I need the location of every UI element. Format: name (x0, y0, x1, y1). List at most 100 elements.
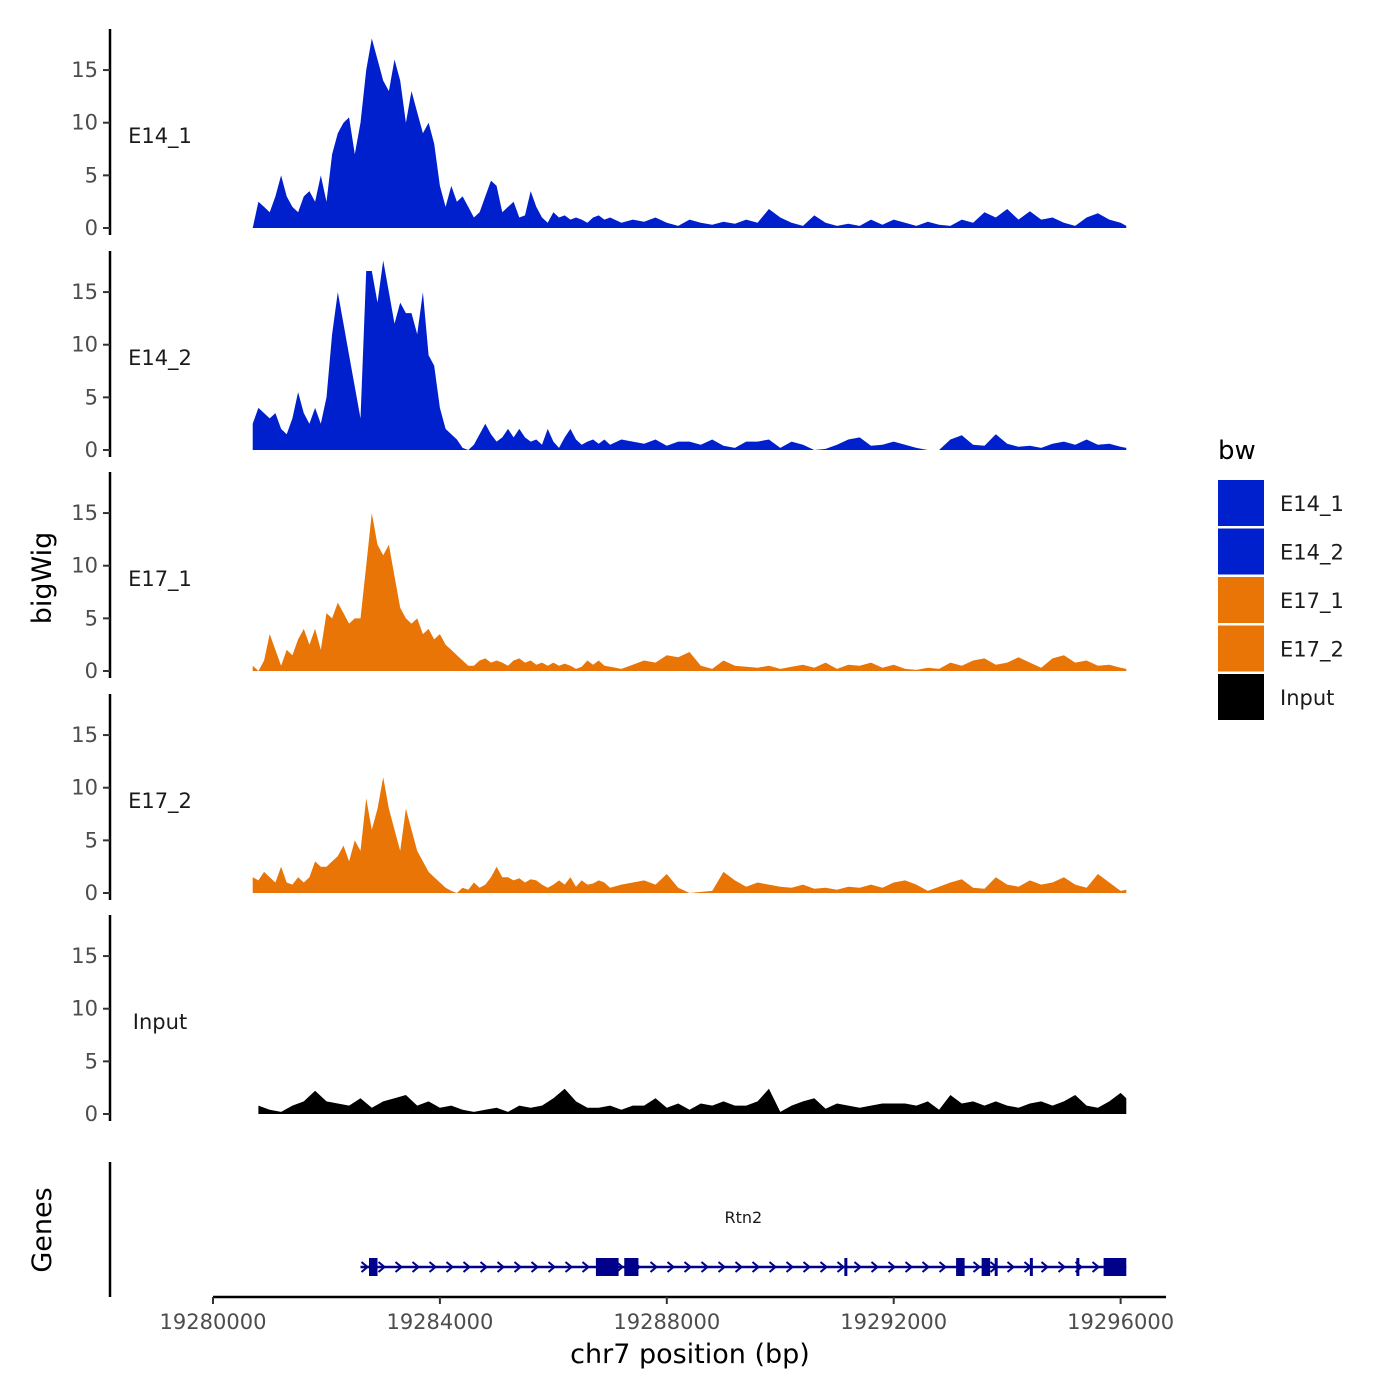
y-tick-label: 5 (85, 828, 98, 852)
strand-arrow (394, 1261, 404, 1273)
signal-area-E14_2 (252, 260, 1127, 450)
signal-area-E17_2 (252, 777, 1127, 893)
strand-arrow (513, 1261, 523, 1273)
exon-block (956, 1258, 965, 1276)
y-tick-label: 0 (85, 1102, 98, 1126)
exon-block (595, 1258, 619, 1276)
strand-arrow (377, 1261, 387, 1273)
track-label-E17_1: E17_1 (128, 567, 192, 592)
y-tick-label: 15 (71, 280, 98, 304)
strand-arrow (649, 1261, 659, 1273)
strand-arrow (462, 1261, 472, 1273)
legend-swatch-Input (1218, 674, 1264, 720)
strand-arrow (496, 1261, 506, 1273)
strand-arrow (700, 1261, 710, 1273)
exon-block (981, 1258, 991, 1276)
strand-arrow (904, 1261, 914, 1273)
y-tick-label: 0 (85, 216, 98, 240)
track-panel-E14_1: 0 5 10 15 E14_1 (71, 29, 1127, 240)
track-panel-Input: 0 5 10 15 Input (71, 915, 1127, 1126)
strand-arrow (479, 1261, 489, 1273)
gene-track: Rtn2 (108, 1162, 1127, 1297)
strand-arrow (785, 1261, 795, 1273)
signal-area-E17_1 (252, 513, 1127, 671)
strand-arrow (428, 1261, 438, 1273)
strand-arrow (411, 1261, 421, 1273)
legend-label-E17_1: E17_1 (1280, 589, 1344, 614)
y-tick-label: 15 (71, 723, 98, 747)
exon-block (624, 1258, 639, 1276)
track-label-E17_2: E17_2 (128, 789, 192, 814)
y-tick-label: 0 (85, 659, 98, 683)
y-tick-label: 15 (71, 944, 98, 968)
exon-block (994, 1258, 998, 1276)
y-tick-label: 5 (85, 385, 98, 409)
x-tick-label: 19280000 (160, 1310, 267, 1334)
y-tick-label: 0 (85, 881, 98, 905)
strand-arrow (768, 1261, 778, 1273)
strand-arrow (972, 1261, 982, 1273)
strand-arrow (360, 1261, 370, 1273)
track-panel-E14_2: 0 5 10 15 E14_2 (71, 251, 1127, 462)
exon-block (1103, 1258, 1127, 1276)
x-axis-title: chr7 position (bp) (570, 1339, 810, 1370)
gene-name-label: Rtn2 (725, 1208, 763, 1227)
strand-arrow (734, 1261, 744, 1273)
y-tick-label: 5 (85, 163, 98, 187)
y-tick-label: 0 (85, 438, 98, 462)
strand-arrow (938, 1261, 948, 1273)
legend-label-Input: Input (1280, 686, 1334, 710)
x-tick-label: 19284000 (386, 1310, 493, 1334)
y-tick-label: 10 (71, 333, 98, 357)
legend-swatch-E14_1 (1218, 480, 1264, 526)
y-tick-label: 5 (85, 1049, 98, 1073)
legend-swatch-E17_2 (1218, 625, 1264, 672)
x-tick-label: 19288000 (613, 1310, 720, 1334)
strand-arrow (836, 1261, 846, 1273)
legend: bw E14_1 E14_2 E17_1 E17_2 Input (1218, 436, 1344, 720)
legend-title: bw (1218, 436, 1256, 466)
strand-arrow (683, 1261, 693, 1273)
legend-label-E17_2: E17_2 (1280, 638, 1344, 663)
track-label-E14_1: E14_1 (128, 124, 192, 149)
strand-arrow (853, 1261, 863, 1273)
x-axis: 19280000 19284000 19288000 19292000 19296000 (160, 1295, 1174, 1334)
strand-arrow (870, 1261, 880, 1273)
signal-area-E14_1 (252, 38, 1127, 228)
strand-arrow (445, 1261, 455, 1273)
y-axis-title: bigWig (27, 532, 58, 625)
y-tick-label: 5 (85, 606, 98, 630)
strand-arrow (1091, 1261, 1101, 1273)
strand-arrow (1057, 1261, 1067, 1273)
exon-block (1076, 1258, 1080, 1276)
track-panels: 0 5 10 15 E14_1 0 5 10 15 E14_2 0 5 10 15 E17_1 0 5 10 15 E… (71, 29, 1127, 1126)
strand-arrow (1006, 1261, 1016, 1273)
strand-arrow (1040, 1261, 1050, 1273)
strand-arrow (564, 1261, 574, 1273)
y-tick-label: 10 (71, 554, 98, 578)
x-tick-label: 19292000 (840, 1310, 947, 1334)
strand-arrow (547, 1261, 557, 1273)
strand-arrow (666, 1261, 676, 1273)
y-tick-label: 10 (71, 997, 98, 1021)
strand-arrow (717, 1261, 727, 1273)
strand-arrow (819, 1261, 829, 1273)
y-tick-label: 15 (71, 58, 98, 82)
strand-arrow (802, 1261, 812, 1273)
y-tick-label: 10 (71, 776, 98, 800)
exon-block (844, 1258, 848, 1276)
strand-arrow (530, 1261, 540, 1273)
legend-swatch-E14_2 (1218, 528, 1264, 575)
y-tick-label: 15 (71, 501, 98, 525)
exon-block (1029, 1258, 1033, 1276)
strand-arrow (581, 1261, 591, 1273)
track-label-Input: Input (133, 1010, 187, 1034)
track-label-E14_2: E14_2 (128, 346, 192, 371)
legend-label-E14_2: E14_2 (1280, 541, 1344, 566)
signal-area-Input (258, 1088, 1127, 1114)
x-tick-label: 19296000 (1067, 1310, 1174, 1334)
track-panel-E17_1: 0 5 10 15 E17_1 (71, 472, 1127, 683)
y-tick-label: 10 (71, 111, 98, 135)
strand-arrow (887, 1261, 897, 1273)
